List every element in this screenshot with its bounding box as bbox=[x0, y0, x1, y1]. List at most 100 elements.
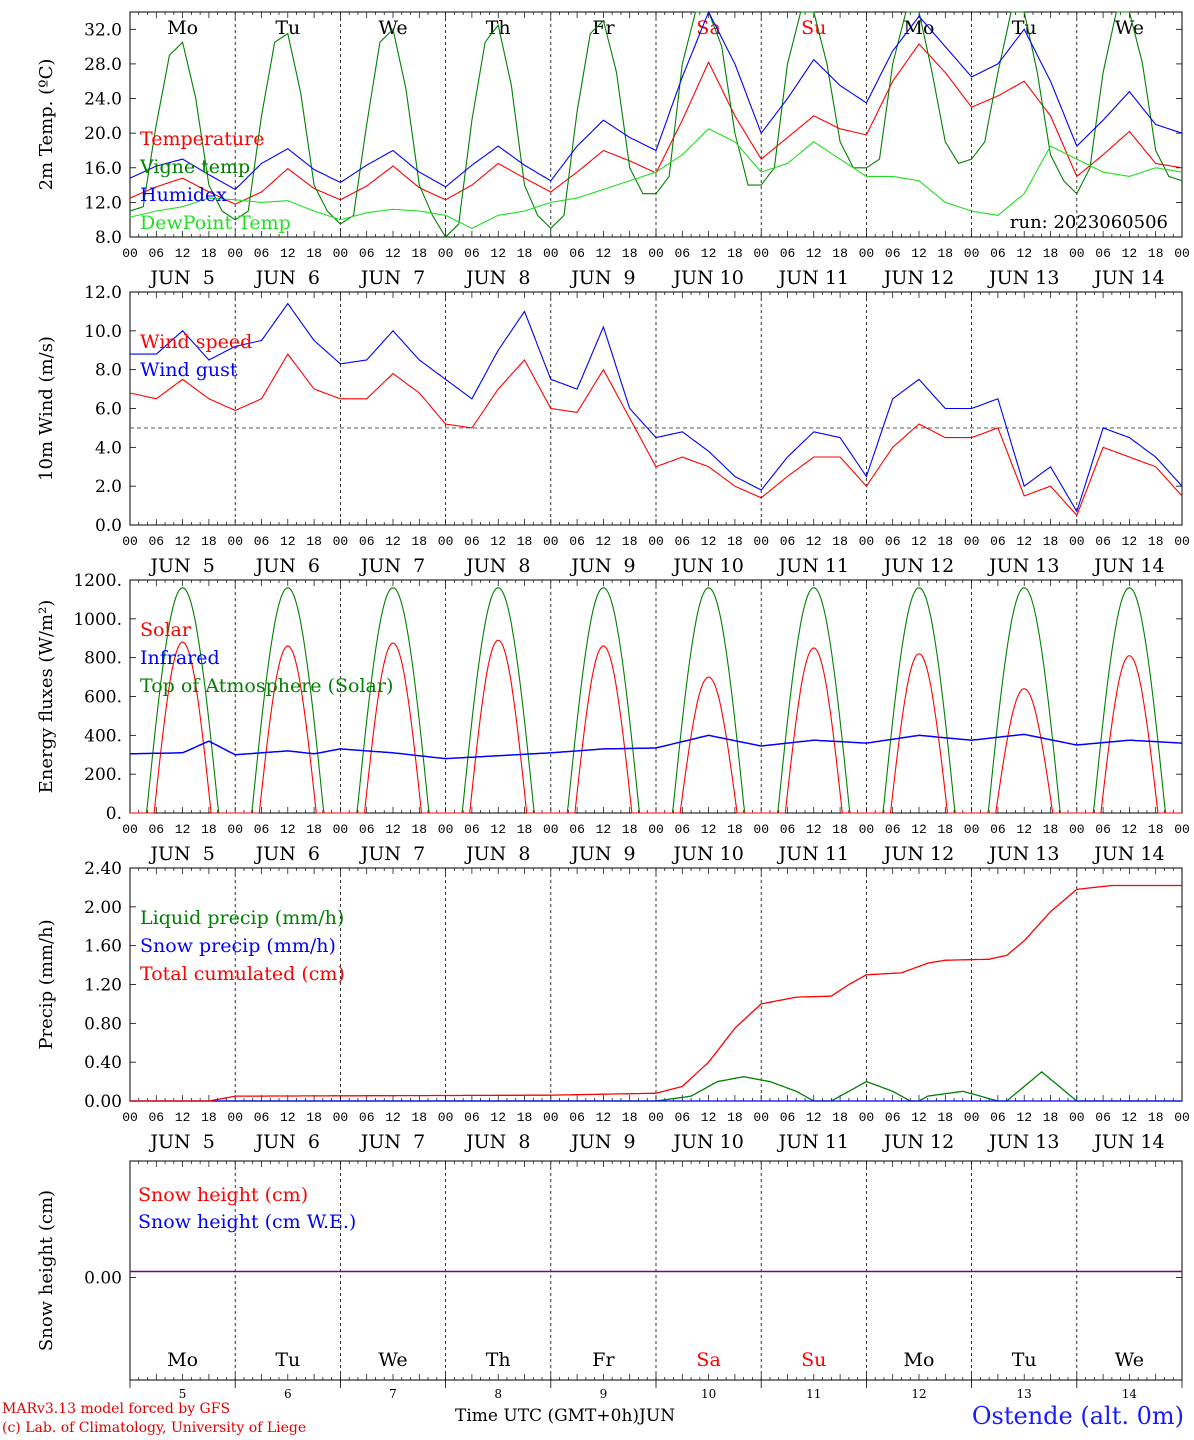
hour-tick-label: 00 bbox=[438, 822, 454, 837]
hour-tick-label: 06 bbox=[990, 1110, 1006, 1125]
hour-tick-label: 18 bbox=[411, 534, 427, 549]
hour-tick-label: 00 bbox=[859, 246, 875, 261]
hour-tick-label: 06 bbox=[674, 534, 690, 549]
hour-tick-label: 06 bbox=[780, 246, 796, 261]
series-line-wind-speed bbox=[129, 353, 1183, 517]
hour-tick-label: 06 bbox=[1095, 822, 1111, 837]
hour-tick-label: 00 bbox=[438, 534, 454, 549]
hour-tick-label: 18 bbox=[1043, 1110, 1059, 1125]
date-label: JUN 8 bbox=[464, 267, 530, 289]
hour-tick-label: 12 bbox=[175, 534, 191, 549]
hour-tick-label: 12 bbox=[911, 246, 927, 261]
hour-tick-label: 00 bbox=[1069, 246, 1085, 261]
hour-tick-label: 12 bbox=[701, 1110, 717, 1125]
y-tick-label: 0.0 bbox=[95, 516, 122, 536]
precip-ylabel: Precip (mm/h) bbox=[36, 919, 57, 1049]
hour-tick-label: 12 bbox=[806, 534, 822, 549]
hour-tick-label: 12 bbox=[1016, 534, 1032, 549]
date-label: JUN 10 bbox=[671, 267, 743, 289]
hour-tick-label: 12 bbox=[490, 1110, 506, 1125]
station-label: Ostende (alt. 0m) bbox=[971, 1402, 1184, 1430]
credit-line-lab: (c) Lab. of Climatology, University of L… bbox=[2, 1420, 307, 1436]
hour-tick-label: 12 bbox=[596, 822, 612, 837]
date-label: JUN 14 bbox=[1092, 1131, 1164, 1153]
y-tick-label: 800. bbox=[84, 649, 122, 669]
hour-tick-label: 12 bbox=[911, 1110, 927, 1125]
hour-tick-label: 18 bbox=[1148, 822, 1164, 837]
hour-tick-label: 12 bbox=[385, 534, 401, 549]
hour-tick-label: 00 bbox=[122, 822, 138, 837]
hour-tick-label: 18 bbox=[1043, 822, 1059, 837]
day-number-label: 12 bbox=[911, 1387, 926, 1401]
y-tick-label: 20.0 bbox=[84, 124, 122, 144]
hour-tick-label: 06 bbox=[674, 822, 690, 837]
hour-tick-label: 06 bbox=[359, 822, 375, 837]
date-label: JUN 11 bbox=[777, 267, 849, 289]
day-number-label: 9 bbox=[600, 1387, 608, 1401]
hour-tick-label: 06 bbox=[359, 1110, 375, 1125]
hour-tick-label: 18 bbox=[201, 1110, 217, 1125]
hour-tick-label: 18 bbox=[727, 534, 743, 549]
hour-tick-label: 06 bbox=[990, 534, 1006, 549]
hour-tick-label: 12 bbox=[911, 534, 927, 549]
hour-tick-label: 06 bbox=[885, 246, 901, 261]
hour-tick-label: 00 bbox=[333, 1110, 349, 1125]
hour-tick-label: 18 bbox=[306, 246, 322, 261]
hour-tick-label: 00 bbox=[438, 1110, 454, 1125]
date-label: JUN 12 bbox=[882, 555, 954, 577]
hour-tick-label: 18 bbox=[1043, 534, 1059, 549]
hour-tick-label: 06 bbox=[148, 534, 164, 549]
y-tick-label: 2.00 bbox=[84, 898, 122, 918]
hour-tick-label: 06 bbox=[780, 822, 796, 837]
series-line-temperature bbox=[129, 43, 1183, 205]
date-label: JUN 12 bbox=[882, 1131, 954, 1153]
hour-tick-label: 00 bbox=[753, 246, 769, 261]
legend-entry: Wind speed bbox=[140, 331, 252, 353]
hour-tick-label: 18 bbox=[517, 246, 533, 261]
hour-tick-label: 18 bbox=[517, 1110, 533, 1125]
y-tick-label: 200. bbox=[84, 765, 122, 785]
hour-tick-label: 18 bbox=[201, 534, 217, 549]
hour-tick-label: 18 bbox=[937, 822, 953, 837]
y-tick-label: 1.60 bbox=[84, 937, 122, 957]
hour-tick-label: 12 bbox=[806, 246, 822, 261]
hour-tick-label: 12 bbox=[490, 822, 506, 837]
date-label: JUN 5 bbox=[148, 1131, 214, 1153]
hour-tick-label: 06 bbox=[464, 1110, 480, 1125]
day-number-label: 6 bbox=[284, 1387, 292, 1401]
hour-tick-label: 12 bbox=[280, 246, 296, 261]
date-label: JUN 10 bbox=[671, 555, 743, 577]
hour-tick-label: 00 bbox=[753, 534, 769, 549]
hour-tick-label: 18 bbox=[937, 246, 953, 261]
hour-tick-label: 00 bbox=[333, 534, 349, 549]
hour-tick-label: 00 bbox=[438, 246, 454, 261]
date-label: JUN 13 bbox=[987, 555, 1059, 577]
y-tick-label: 8.0 bbox=[95, 228, 122, 248]
run-label: run: 2023060506 bbox=[1010, 212, 1168, 233]
series-line-dewpoint-temp bbox=[129, 128, 1183, 229]
date-label: JUN 6 bbox=[254, 843, 320, 865]
hour-tick-label: 12 bbox=[490, 534, 506, 549]
hour-tick-label: 18 bbox=[411, 1110, 427, 1125]
hour-tick-label: 12 bbox=[175, 1110, 191, 1125]
hour-tick-label: 00 bbox=[333, 246, 349, 261]
hour-tick-label: 00 bbox=[543, 246, 559, 261]
day-abbr-label: Sa bbox=[696, 1349, 720, 1371]
date-label: JUN 13 bbox=[987, 267, 1059, 289]
hour-tick-label: 06 bbox=[254, 534, 270, 549]
day-abbr-label: Fr bbox=[592, 1349, 615, 1371]
hour-tick-label: 18 bbox=[517, 534, 533, 549]
hour-tick-label: 06 bbox=[780, 1110, 796, 1125]
y-tick-label: 600. bbox=[84, 688, 122, 708]
hour-tick-label: 12 bbox=[280, 822, 296, 837]
legend-entry: Solar bbox=[140, 619, 192, 641]
y-tick-label: 24.0 bbox=[84, 90, 122, 110]
hour-tick-label: 18 bbox=[306, 534, 322, 549]
hour-tick-label: 06 bbox=[569, 1110, 585, 1125]
legend-entry: Vigne temp bbox=[139, 156, 250, 178]
hour-tick-label: 12 bbox=[280, 1110, 296, 1125]
hour-tick-label: 06 bbox=[569, 822, 585, 837]
legend-entry: Top of Atmosphere (Solar) bbox=[140, 675, 393, 697]
hour-tick-label: 06 bbox=[254, 1110, 270, 1125]
hour-tick-label: 06 bbox=[885, 822, 901, 837]
